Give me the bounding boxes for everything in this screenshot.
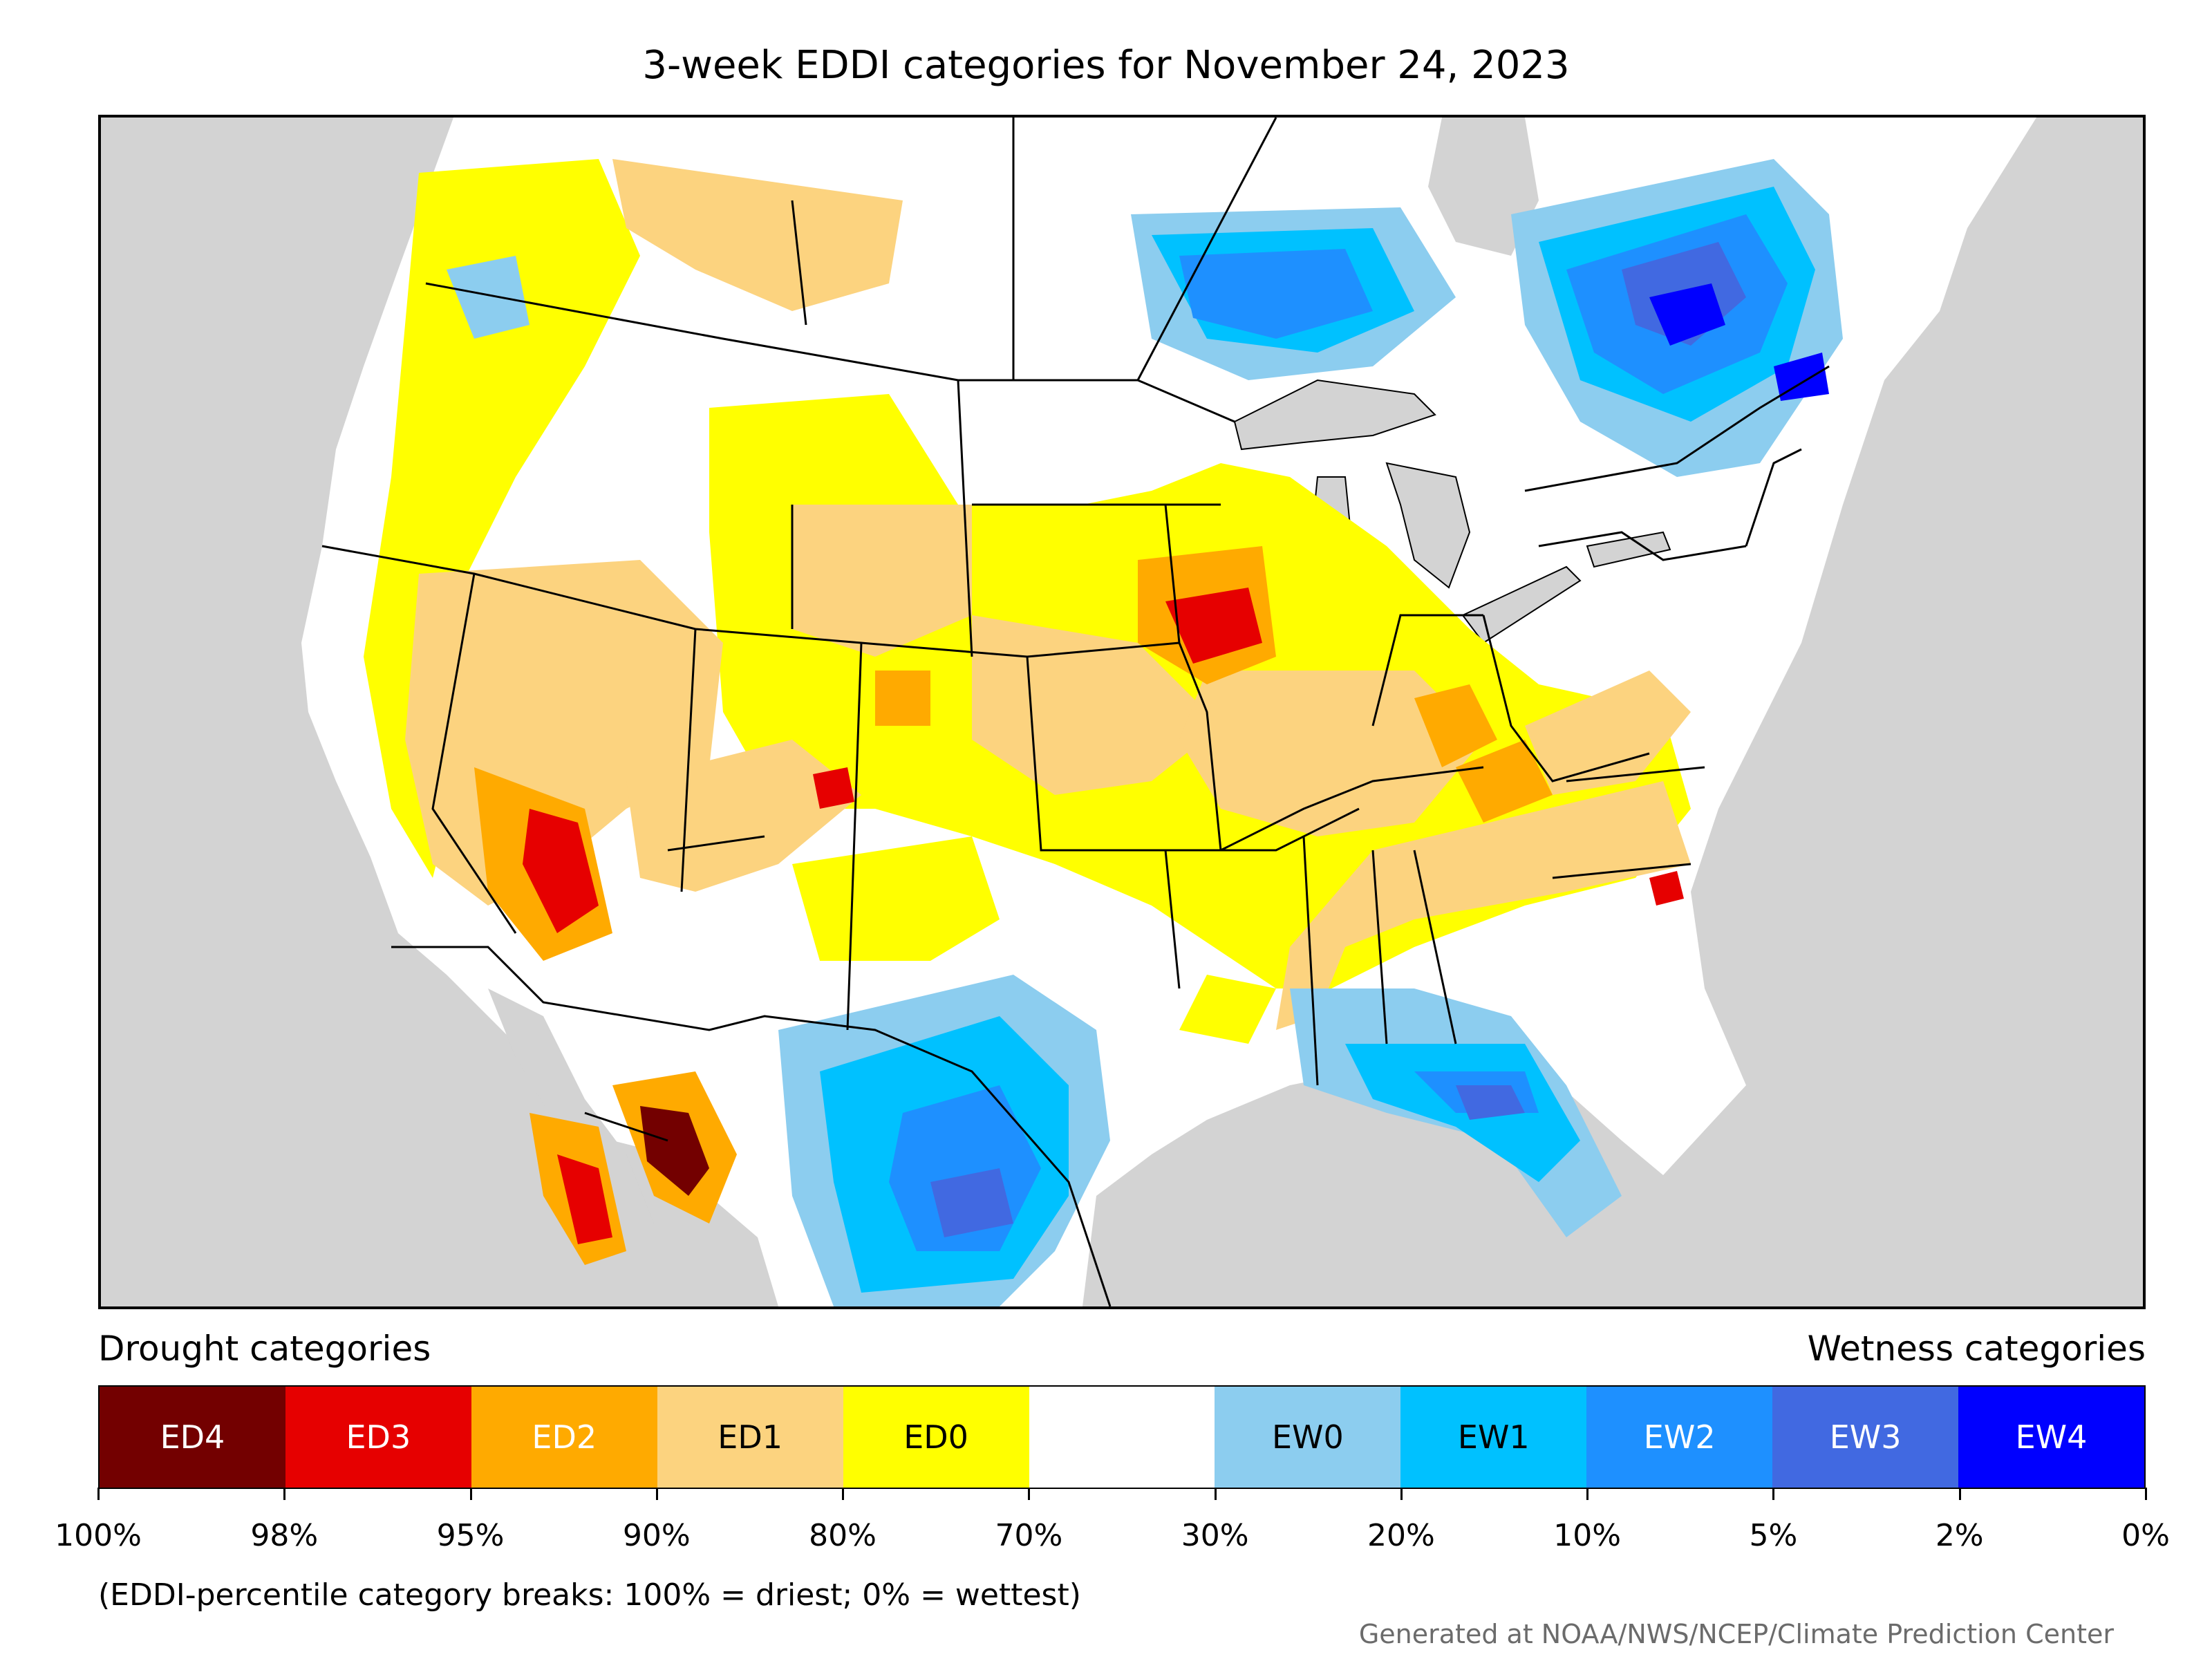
- credit-line: Generated at NOAA/NWS/NCEP/Climate Predi…: [1358, 1619, 2114, 1649]
- colorbar-ticks: [97, 1488, 2147, 1501]
- colorbar-tick: [1958, 1488, 1961, 1500]
- break-label: 10%: [1553, 1518, 1622, 1553]
- break-label: 90%: [622, 1518, 691, 1553]
- colorbar-tick: [1772, 1488, 1775, 1500]
- lake-superior: [1233, 379, 1436, 451]
- legend-swatch-ed1: ED1: [657, 1387, 843, 1488]
- legend-swatch-ed2: ED2: [471, 1387, 657, 1488]
- break-label: 5%: [1749, 1518, 1798, 1553]
- colorbar-tick: [469, 1488, 472, 1500]
- ed1-regions: [405, 159, 1691, 1030]
- colorbar-tick: [1400, 1488, 1403, 1500]
- lake-erie: [1461, 565, 1582, 644]
- colorbar-tick: [842, 1488, 845, 1500]
- legend-swatch-ed3: ED3: [285, 1387, 471, 1488]
- break-label: 70%: [995, 1518, 1063, 1553]
- lake-ontario: [1586, 531, 1671, 568]
- map-title: 3-week EDDI categories for November 24, …: [642, 43, 1570, 88]
- wetness-categories-heading: Wetness categories: [1807, 1329, 2146, 1369]
- break-label: 30%: [1181, 1518, 1249, 1553]
- ed4-region: [640, 1106, 709, 1196]
- break-label: 2%: [1935, 1518, 1984, 1553]
- hudson-bay: [1428, 118, 1539, 256]
- colorbar-tick: [1214, 1488, 1217, 1500]
- legend-swatch-ed4: ED4: [100, 1387, 285, 1488]
- ed3-regions: [523, 588, 1684, 1244]
- legend-swatch-normal: [1029, 1387, 1215, 1488]
- colorbar-tick: [283, 1488, 286, 1500]
- legend-swatch-ew4: EW4: [1958, 1387, 2144, 1488]
- category-breaks-note: (EDDI-percentile category breaks: 100% =…: [98, 1577, 1081, 1613]
- lake-huron: [1385, 462, 1471, 589]
- eddi-map: [98, 115, 2146, 1309]
- legend-swatch-ew0: EW0: [1215, 1387, 1401, 1488]
- colorbar-tick: [1028, 1488, 1031, 1500]
- break-label: 0%: [2121, 1518, 2170, 1553]
- map-canvas: [101, 118, 2036, 1306]
- legend-swatch-ew1: EW1: [1400, 1387, 1587, 1488]
- ew4-regions: [1649, 283, 1829, 401]
- colorbar-tick: [2145, 1488, 2147, 1500]
- drought-categories-heading: Drought categories: [98, 1329, 431, 1369]
- colorbar-tick: [97, 1488, 100, 1500]
- legend-swatch-ew3: EW3: [1772, 1387, 1959, 1488]
- legend-swatch-ew2: EW2: [1586, 1387, 1773, 1488]
- break-label: 20%: [1367, 1518, 1435, 1553]
- colorbar-tick: [655, 1488, 658, 1500]
- break-label: 98%: [250, 1518, 319, 1553]
- legend-swatch-ed0: ED0: [843, 1387, 1029, 1488]
- break-label: 100%: [55, 1518, 142, 1553]
- colorbar-tick: [1586, 1488, 1589, 1500]
- political-boundaries: [321, 118, 1830, 1306]
- gulf-of-california: [488, 988, 654, 1237]
- break-label: 80%: [809, 1518, 877, 1553]
- category-colorbar: ED4 ED3 ED2 ED1 ED0 EW0 EW1 EW2 EW3 EW4: [98, 1385, 2146, 1489]
- break-label: 95%: [436, 1518, 505, 1553]
